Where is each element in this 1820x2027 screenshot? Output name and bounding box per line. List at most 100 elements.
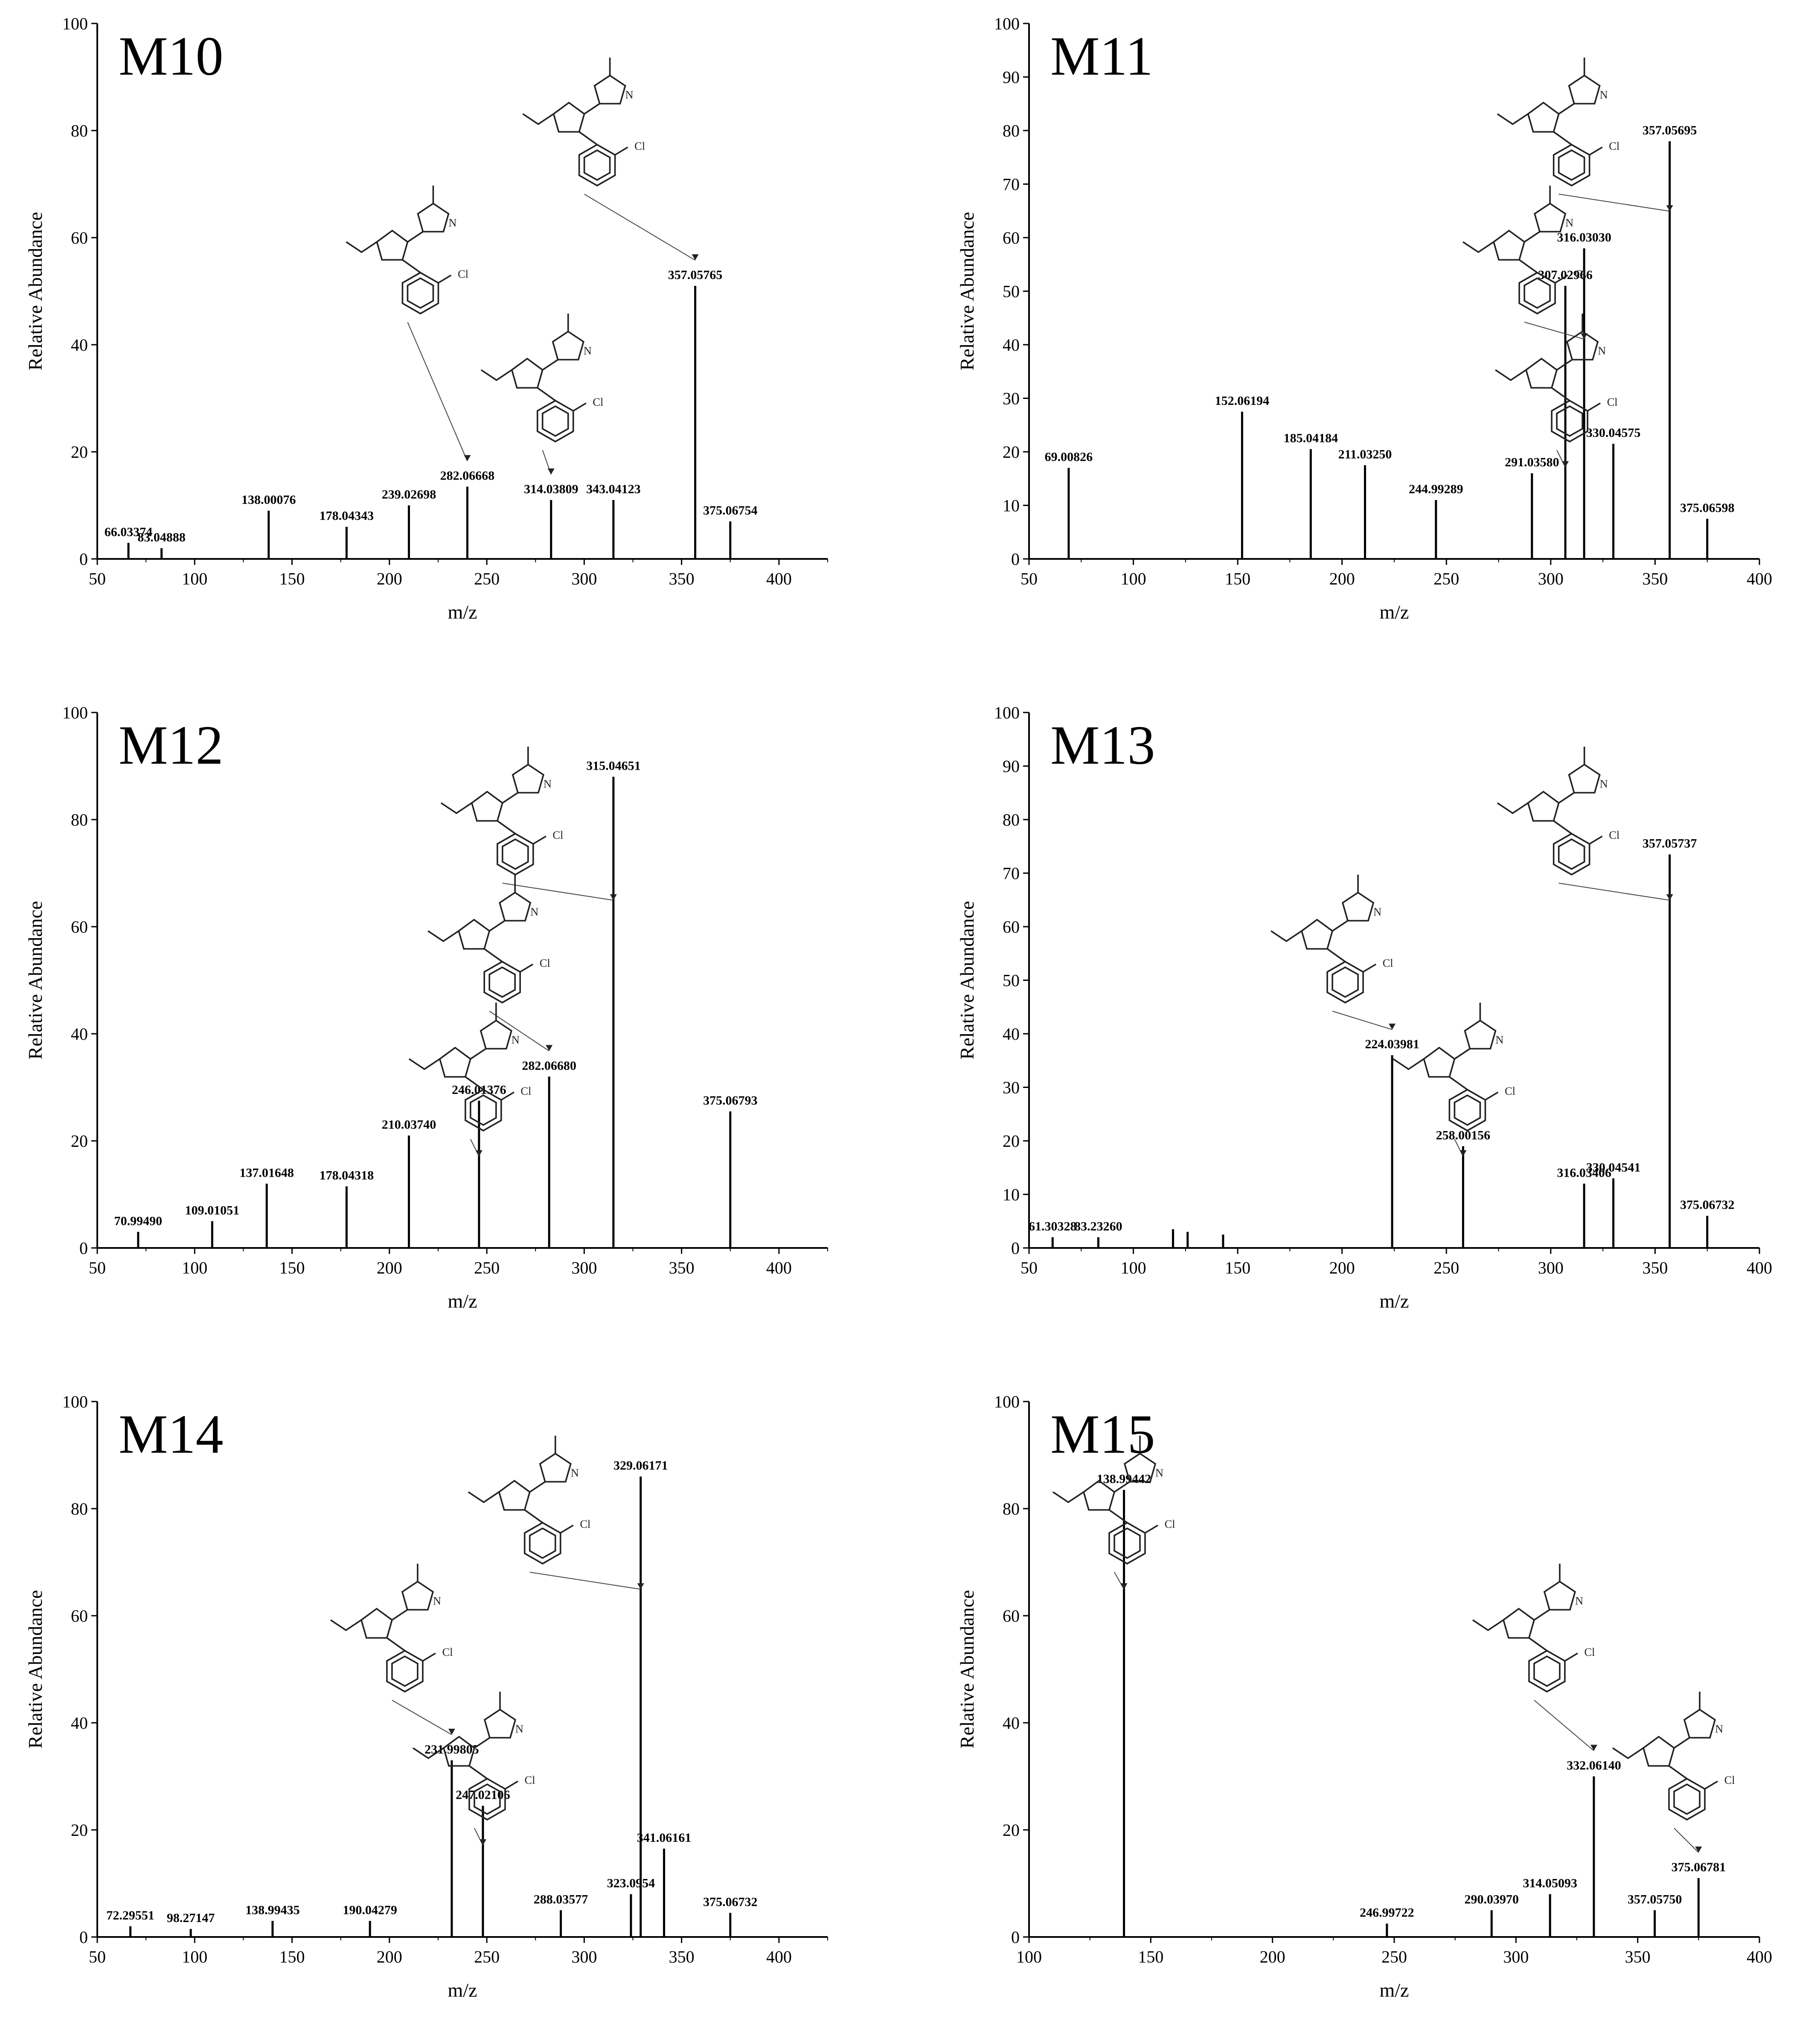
y-tick-label: 100 xyxy=(994,703,1020,722)
x-tick-label: 200 xyxy=(1260,1947,1285,1966)
peak-label: 185.04184 xyxy=(1284,431,1338,445)
peak-label: 316.03406 xyxy=(1557,1166,1611,1180)
x-tick-label: 300 xyxy=(571,1258,597,1277)
x-tick-label: 50 xyxy=(89,569,106,588)
annotation-arrow xyxy=(1332,1011,1393,1030)
chlorine-label: Cl xyxy=(1575,268,1585,280)
nitrogen-label: N xyxy=(584,344,592,357)
chlorine-label: Cl xyxy=(520,1085,531,1097)
peak-label: 210.03740 xyxy=(382,1117,436,1131)
x-tick-label: 150 xyxy=(279,569,305,588)
peak-label: 375.06781 xyxy=(1672,1860,1726,1874)
chlorine-label: Cl xyxy=(552,829,563,841)
chlorine-label: Cl xyxy=(540,957,550,969)
x-tick-label: 350 xyxy=(669,1947,695,1966)
annotation-arrow xyxy=(1558,194,1670,212)
nitrogen-label: N xyxy=(1715,1722,1723,1735)
arrow-head xyxy=(475,1150,483,1156)
y-tick-label: 40 xyxy=(71,1024,88,1044)
nitrogen-label: N xyxy=(571,1466,579,1479)
y-tick-label: 30 xyxy=(1003,1078,1020,1097)
nitrogen-label: N xyxy=(515,1722,523,1735)
y-tick-label: 40 xyxy=(1003,1024,1020,1044)
x-tick-label: 50 xyxy=(89,1258,106,1277)
nitrogen-label: N xyxy=(544,777,552,790)
chlorine-label: Cl xyxy=(1609,829,1619,841)
fragment-structure: Cl N xyxy=(1497,57,1619,187)
fragment-structure: Cl N xyxy=(412,1691,535,1821)
x-tick-label: 50 xyxy=(1020,569,1038,588)
x-tick-label: 250 xyxy=(474,1947,500,1966)
y-tick-label: 20 xyxy=(71,1821,88,1840)
panel-title: M12 xyxy=(119,715,224,776)
arrow-head xyxy=(479,1839,486,1845)
chlorine-label: Cl xyxy=(442,1646,453,1658)
chart-m14: 0 20 40 60 80 100 50 100 150 200 250 300 350 400 m/z Re… xyxy=(24,1392,828,2001)
fragment-structure: Cl N xyxy=(330,1563,453,1693)
nitrogen-label: N xyxy=(1600,777,1608,790)
x-tick-label: 300 xyxy=(1538,1258,1564,1277)
peak-label: 98.27147 xyxy=(167,1911,215,1925)
y-tick-label: 50 xyxy=(1003,971,1020,990)
peak-label: 178.04318 xyxy=(320,1169,374,1183)
y-tick-label: 60 xyxy=(1003,228,1020,247)
x-tick-label: 100 xyxy=(182,1947,207,1966)
x-tick-label: 150 xyxy=(279,1258,305,1277)
y-tick-label: 100 xyxy=(994,14,1020,33)
peak-label: 211.03250 xyxy=(1338,447,1392,461)
chlorine-label: Cl xyxy=(593,396,603,408)
x-tick-label: 300 xyxy=(1503,1947,1529,1966)
peak-label: 258.00156 xyxy=(1436,1128,1491,1143)
y-tick-label: 20 xyxy=(1003,1821,1020,1840)
x-tick-label: 350 xyxy=(1642,569,1668,588)
chlorine-label: Cl xyxy=(1607,396,1618,408)
y-tick-label: 60 xyxy=(1003,917,1020,936)
y-axis-title: Relative Abundance xyxy=(24,212,46,371)
arrow-head xyxy=(1666,894,1673,900)
x-axis-title: m/z xyxy=(1380,601,1409,623)
nitrogen-label: N xyxy=(625,88,634,101)
chlorine-label: Cl xyxy=(1724,1774,1735,1786)
y-axis-title: Relative Abundance xyxy=(956,212,978,371)
peak-label: 244.99289 xyxy=(1409,482,1463,496)
nitrogen-label: N xyxy=(448,216,456,229)
y-tick-label: 40 xyxy=(71,335,88,355)
y-tick-label: 80 xyxy=(1003,810,1020,829)
peak-label: 357.05765 xyxy=(668,268,723,282)
y-tick-label: 100 xyxy=(994,1392,1020,1411)
fragment-structure: Cl N xyxy=(468,1435,590,1565)
y-tick-label: 0 xyxy=(79,550,88,569)
peak-label: 357.05695 xyxy=(1643,123,1697,137)
chlorine-label: Cl xyxy=(458,268,468,280)
peak-label: 323.0954 xyxy=(607,1876,655,1890)
annotation-arrow xyxy=(502,883,613,901)
x-tick-label: 200 xyxy=(1329,1258,1355,1277)
x-tick-label: 250 xyxy=(1433,569,1459,588)
peak-label: 375.06732 xyxy=(1680,1198,1735,1212)
chlorine-label: Cl xyxy=(1609,140,1619,152)
peak-label: 72.29551 xyxy=(106,1908,154,1922)
x-tick-label: 350 xyxy=(669,569,695,588)
peak-label: 66.03374 xyxy=(105,525,153,539)
arrow-head xyxy=(464,455,471,461)
x-tick-label: 150 xyxy=(1225,1258,1250,1277)
nitrogen-label: N xyxy=(1600,88,1608,101)
y-tick-label: 60 xyxy=(1003,1606,1020,1626)
y-tick-label: 0 xyxy=(79,1928,88,1947)
x-tick-label: 250 xyxy=(474,569,500,588)
x-tick-label: 150 xyxy=(1138,1947,1163,1966)
x-tick-label: 100 xyxy=(1121,1258,1146,1277)
y-tick-label: 0 xyxy=(1011,1239,1020,1258)
y-tick-label: 90 xyxy=(1003,68,1020,87)
x-tick-label: 300 xyxy=(571,1947,597,1966)
peak-label: 314.05093 xyxy=(1523,1876,1577,1890)
peak-label: 282.06668 xyxy=(440,469,495,483)
nitrogen-label: N xyxy=(1598,344,1606,357)
y-tick-label: 60 xyxy=(71,1606,88,1626)
x-tick-label: 50 xyxy=(1020,1258,1038,1277)
arrow-head xyxy=(1666,205,1673,211)
fragment-structure: Cl N xyxy=(408,1002,531,1132)
x-tick-label: 200 xyxy=(1329,569,1355,588)
nitrogen-label: N xyxy=(530,905,538,918)
arrow-head xyxy=(1695,1846,1702,1853)
